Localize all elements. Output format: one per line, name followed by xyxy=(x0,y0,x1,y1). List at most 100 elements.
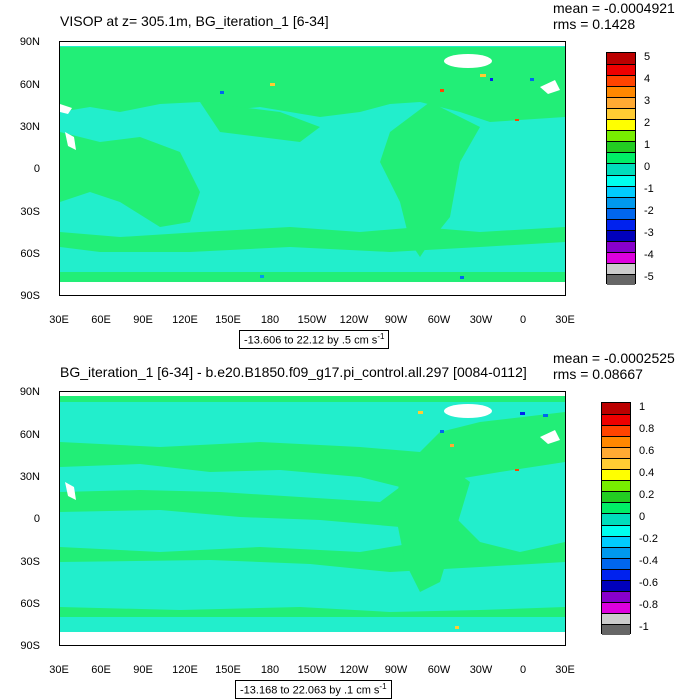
x-tick-label: 30E xyxy=(555,664,575,676)
no-data-region xyxy=(444,54,492,68)
rms-stat-1: rms = 0.1428 xyxy=(553,16,636,32)
x-tick-label: 60W xyxy=(427,314,451,326)
colorbar-segment xyxy=(602,458,630,470)
colorbar-label: -0.8 xyxy=(639,599,658,612)
colorbar-segment xyxy=(607,185,635,198)
x-tick-label: 60W xyxy=(427,664,451,676)
map-area-1 xyxy=(59,41,566,296)
y-tick-label: 90N xyxy=(19,36,40,48)
colorbar-segment xyxy=(602,557,630,570)
x-tick-label: 120W xyxy=(339,664,369,676)
x-tick-label: 90W xyxy=(384,664,408,676)
x-tick-label: 180 xyxy=(260,664,280,676)
colorbar-label: -1 xyxy=(644,183,654,196)
colorbar-segment xyxy=(602,491,630,503)
colorbar-segment xyxy=(607,207,635,220)
colorbar-label: 0.8 xyxy=(639,422,655,435)
x-tick-label: 0 xyxy=(519,314,527,326)
colorbar-label: -0.2 xyxy=(639,533,658,546)
land-region xyxy=(380,102,480,257)
colorbar-segment xyxy=(607,64,635,76)
data-speckle xyxy=(480,74,486,77)
ocean-region xyxy=(60,560,565,612)
y-tick-label: 60S xyxy=(20,598,40,610)
colorbar-segment xyxy=(602,403,630,415)
no-data-region xyxy=(60,282,565,295)
y-tick-label: 30S xyxy=(20,556,40,568)
colorbar-1 xyxy=(606,52,636,286)
colorbar-segment xyxy=(607,119,635,131)
ocean-region xyxy=(60,510,420,552)
no-data-region xyxy=(65,482,76,500)
colorbar-segment xyxy=(607,262,635,275)
colorbar-label: 1 xyxy=(639,400,646,413)
data-speckle xyxy=(270,83,275,86)
data-speckle xyxy=(490,78,493,81)
colorbar-segment xyxy=(607,53,635,65)
no-data-region xyxy=(65,132,76,150)
colorbar-segment xyxy=(607,174,635,187)
no-data-region xyxy=(60,104,72,114)
colorbar-segment xyxy=(607,229,635,242)
y-tick-label: 30S xyxy=(20,206,40,218)
colorbar-segment xyxy=(607,251,635,264)
data-speckle xyxy=(260,275,264,278)
colorbar-segment xyxy=(602,524,630,537)
colorbar-label: 0.4 xyxy=(639,466,655,479)
x-tick-label: 150E xyxy=(215,664,241,676)
no-data-region xyxy=(60,632,565,645)
x-tick-label: 180 xyxy=(260,314,280,326)
data-speckle xyxy=(515,119,519,121)
plot-panel-2: BG_iteration_1 [6-34] - b.e20.B1850.f09_… xyxy=(0,350,700,700)
x-tick-label: 0 xyxy=(519,664,527,676)
colorbar-label: 2 xyxy=(644,116,651,129)
data-speckle xyxy=(515,469,519,471)
no-data-region xyxy=(444,404,492,418)
data-speckle xyxy=(455,626,459,629)
x-tick-label: 150E xyxy=(215,314,241,326)
data-speckle xyxy=(460,276,464,279)
x-tick-label: 120W xyxy=(339,314,369,326)
y-tick-label: 60N xyxy=(19,79,40,91)
x-tick-label: 120E xyxy=(172,664,198,676)
colorbar-segment xyxy=(602,425,630,437)
x-tick-label: 90E xyxy=(133,314,153,326)
x-tick-label: 30E xyxy=(555,314,575,326)
y-tick-label: 30N xyxy=(19,471,40,483)
colorbar-label: 0.2 xyxy=(639,488,655,501)
colorbar-2 xyxy=(601,402,631,636)
x-tick-label: 30W xyxy=(469,314,493,326)
land-region xyxy=(60,132,200,227)
plot-panel-1: VISOP at z= 305.1m, BG_iteration_1 [6-34… xyxy=(19,0,675,349)
colorbar-label: -3 xyxy=(644,227,654,240)
x-tick-label: 150W xyxy=(297,664,327,676)
colorbar-label: 0 xyxy=(644,161,651,173)
mean-stat-2: mean = -0.0002525 xyxy=(553,350,675,366)
colorbar-segment xyxy=(607,273,635,286)
colorbar-label: 0 xyxy=(639,511,646,523)
colorbar-segment xyxy=(607,75,635,87)
colorbar-segment xyxy=(602,623,630,636)
colorbar-segment xyxy=(607,130,635,142)
colorbar-label: -0.4 xyxy=(639,555,658,568)
data-speckle xyxy=(220,91,224,94)
land-region xyxy=(200,102,320,142)
land-region xyxy=(60,47,565,122)
x-tick-label: 90E xyxy=(133,664,153,676)
colorbar-segment xyxy=(602,447,630,459)
ocean-region xyxy=(440,462,565,552)
colorbar-label: -1 xyxy=(639,621,649,634)
data-speckle xyxy=(450,444,454,447)
colorbar-segment xyxy=(602,579,630,592)
y-tick-label: 60S xyxy=(20,248,40,260)
range-unit-exponent: -1 xyxy=(377,332,385,341)
data-speckle xyxy=(543,414,548,417)
colorbar-segment xyxy=(602,535,630,548)
y-tick-label: 90S xyxy=(20,640,40,652)
map-area-2 xyxy=(59,391,566,646)
ocean-region xyxy=(60,402,565,452)
y-tick-label: 90N xyxy=(19,386,40,398)
plot-title-2: BG_iteration_1 [6-34] - b.e20.B1850.f09_… xyxy=(60,364,527,380)
map-field-2 xyxy=(60,392,565,645)
colorbar-label: -4 xyxy=(644,249,654,262)
